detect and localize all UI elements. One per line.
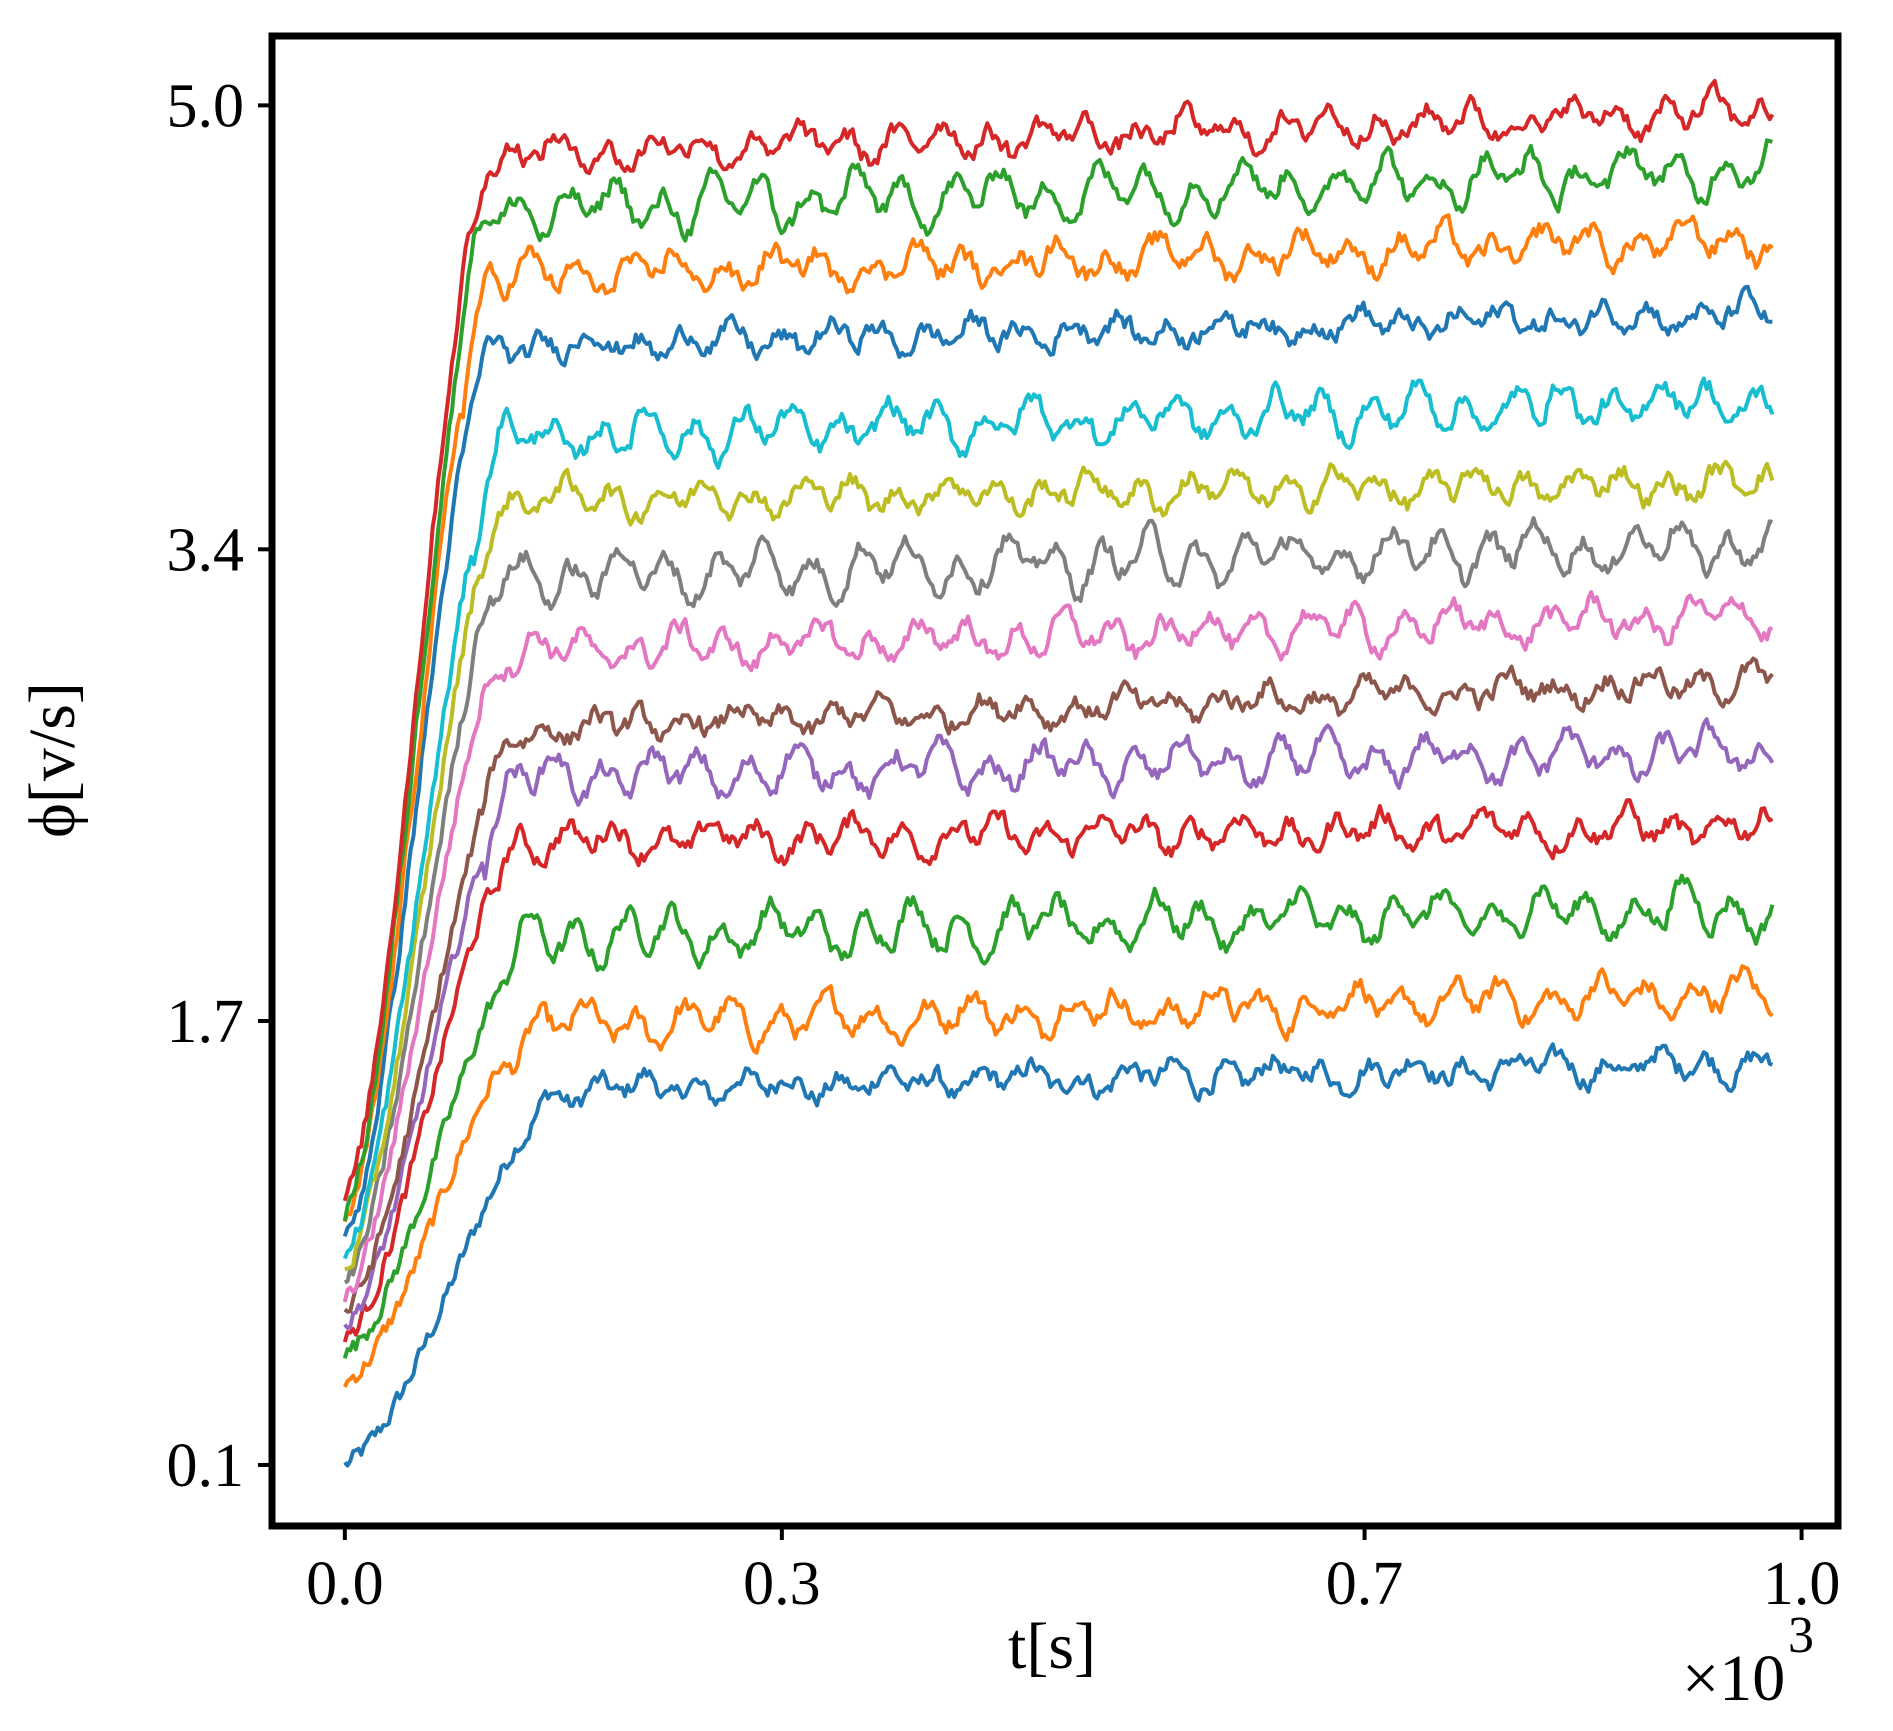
series-line xyxy=(343,656,1774,1314)
x-axis-label: t[s] xyxy=(1008,1610,1096,1683)
y-tick-label: 1.7 xyxy=(167,988,245,1056)
series-line xyxy=(343,717,1775,1331)
x-axis-multiplier: ×10 xyxy=(1682,1642,1785,1715)
series-line xyxy=(342,798,1774,1343)
plot-frame xyxy=(268,32,1842,1530)
series-line xyxy=(343,1042,1774,1468)
series-line xyxy=(342,284,1773,1238)
series-line xyxy=(342,138,1774,1222)
y-tick-label: 5.0 xyxy=(167,72,245,140)
series-line xyxy=(342,213,1774,1223)
x-tick-label: 0.7 xyxy=(1326,1550,1404,1618)
x-tick-label: 1.0 xyxy=(1763,1550,1841,1618)
series-group xyxy=(342,78,1775,1468)
series-line xyxy=(344,459,1775,1272)
x-tick-label: 0.3 xyxy=(743,1550,821,1618)
series-line xyxy=(342,873,1775,1359)
y-axis-label: ϕ[v/s] xyxy=(16,682,89,838)
series-line xyxy=(344,516,1773,1285)
series-line xyxy=(342,78,1775,1202)
ticks-group: 0.0 0.3 0.7 1.0 0.1 1.7 3.4 5.0 xyxy=(167,72,1841,1618)
series-line xyxy=(342,376,1775,1260)
series-line xyxy=(342,964,1774,1388)
series-line xyxy=(342,590,1773,1303)
y-tick-label: 0.1 xyxy=(167,1432,245,1500)
x-tick-label: 0.0 xyxy=(306,1550,384,1618)
y-tick-label: 3.4 xyxy=(167,516,245,584)
x-axis-multiplier-exponent: 3 xyxy=(1788,1607,1814,1664)
